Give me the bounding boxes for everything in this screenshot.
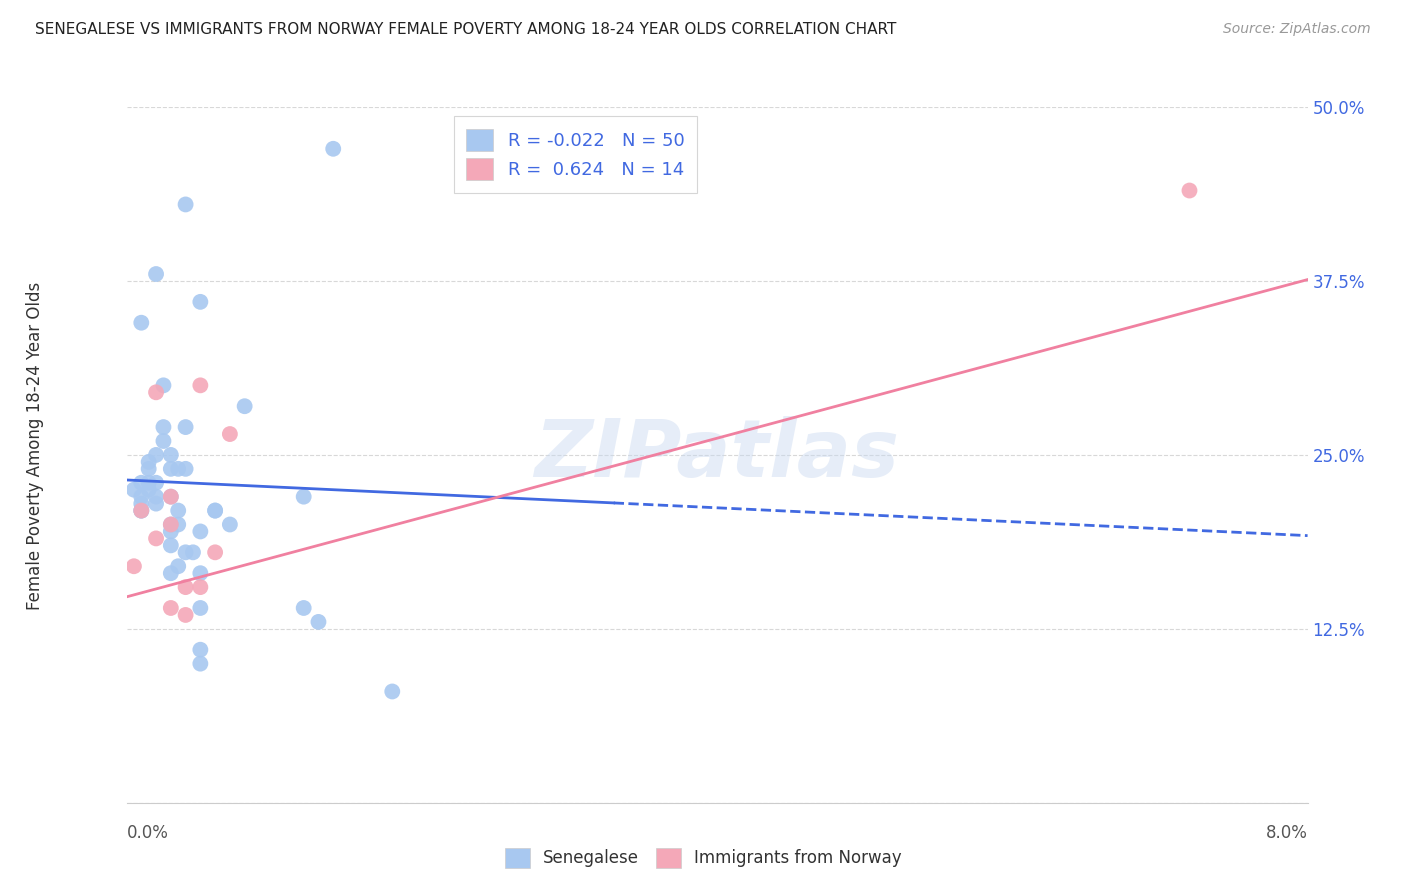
Point <box>145 532 167 546</box>
Point <box>322 142 344 156</box>
Point <box>152 434 174 448</box>
Point <box>233 399 256 413</box>
Point <box>145 267 167 281</box>
Point <box>138 462 160 476</box>
Point <box>129 316 153 330</box>
Point <box>188 524 211 539</box>
Point <box>122 559 145 574</box>
Point <box>188 294 211 309</box>
Point <box>174 607 197 622</box>
Point <box>138 483 160 497</box>
Point <box>167 503 190 517</box>
Point <box>167 462 190 476</box>
Legend: R = -0.022   N = 50, R =  0.624   N = 14: R = -0.022 N = 50, R = 0.624 N = 14 <box>454 116 697 193</box>
Point <box>188 642 211 657</box>
Point <box>129 475 153 490</box>
Point <box>160 448 183 462</box>
Point <box>129 503 153 517</box>
Point <box>188 566 211 581</box>
Point <box>129 503 153 517</box>
Text: ZIPatlas: ZIPatlas <box>534 416 900 494</box>
Point <box>204 503 226 517</box>
Point <box>167 517 190 532</box>
Point <box>138 475 160 490</box>
Point <box>152 420 174 434</box>
Point <box>219 427 242 442</box>
Point <box>160 517 183 532</box>
Point <box>145 475 167 490</box>
Point <box>129 497 153 511</box>
Point <box>292 601 315 615</box>
Point <box>219 517 242 532</box>
Point <box>307 615 329 629</box>
Point <box>188 580 211 594</box>
Point <box>188 601 211 615</box>
Point <box>160 490 183 504</box>
Point <box>1178 184 1201 198</box>
Point <box>188 657 211 671</box>
Point <box>160 538 183 552</box>
Point <box>167 559 190 574</box>
Point <box>160 490 183 504</box>
Text: 8.0%: 8.0% <box>1265 823 1308 842</box>
Point <box>129 490 153 504</box>
Point <box>145 448 167 462</box>
Text: Female Poverty Among 18-24 Year Olds: Female Poverty Among 18-24 Year Olds <box>27 282 44 610</box>
Point <box>174 462 197 476</box>
Legend: Senegalese, Immigrants from Norway: Senegalese, Immigrants from Norway <box>498 841 908 875</box>
Point <box>138 455 160 469</box>
Point <box>145 490 167 504</box>
Point <box>160 566 183 581</box>
Point <box>204 545 226 559</box>
Point <box>204 503 226 517</box>
Text: SENEGALESE VS IMMIGRANTS FROM NORWAY FEMALE POVERTY AMONG 18-24 YEAR OLDS CORREL: SENEGALESE VS IMMIGRANTS FROM NORWAY FEM… <box>35 22 897 37</box>
Point <box>145 385 167 400</box>
Point <box>160 524 183 539</box>
Point <box>160 601 183 615</box>
Point <box>188 378 211 392</box>
Point <box>174 197 197 211</box>
Point <box>122 483 145 497</box>
Point <box>152 378 174 392</box>
Point <box>160 517 183 532</box>
Point <box>292 490 315 504</box>
Text: 0.0%: 0.0% <box>127 823 169 842</box>
Text: Source: ZipAtlas.com: Source: ZipAtlas.com <box>1223 22 1371 37</box>
Point <box>160 462 183 476</box>
Point <box>174 580 197 594</box>
Point <box>174 545 197 559</box>
Point <box>381 684 404 698</box>
Point <box>145 497 167 511</box>
Point <box>129 503 153 517</box>
Point <box>174 420 197 434</box>
Point <box>181 545 204 559</box>
